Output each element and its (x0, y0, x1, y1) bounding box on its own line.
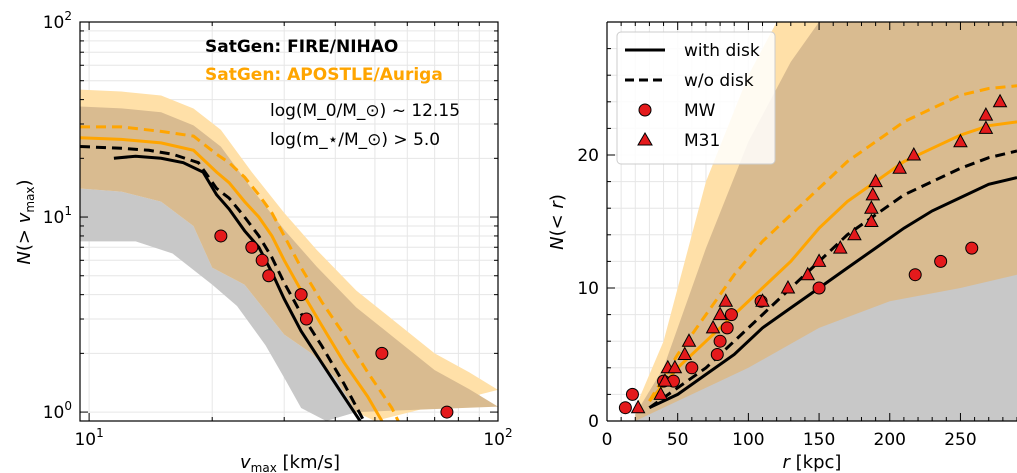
x-tick-label: 101 (74, 426, 103, 450)
band-overlap (80, 106, 498, 413)
mw-point (294, 288, 308, 302)
mw-point (618, 401, 632, 415)
line-apostle-auriga-with-disk (648, 120, 1017, 403)
mw-point (710, 348, 724, 361)
m31-point (681, 333, 697, 347)
x-tick-label: 102 (483, 426, 512, 450)
left-bands (80, 89, 498, 421)
mw-point (724, 308, 738, 322)
mw-point (299, 312, 313, 326)
x-tick-label: 150 (803, 430, 835, 450)
mw-point (440, 405, 454, 419)
m31-point (712, 306, 728, 321)
m31-point (832, 240, 848, 254)
x-tick-label: 0 (602, 430, 613, 450)
m31-point (800, 266, 816, 281)
band-fire-nihao (80, 188, 357, 421)
line-apostle-auriga-wo-disk (80, 125, 400, 421)
mw-point (214, 229, 228, 243)
left-axes-frame (79, 21, 499, 422)
left-ylabel: N(> vmax) (14, 179, 37, 264)
line-fire-nihao-wo-disk (648, 149, 1017, 409)
line-fire-nihao-with-disk (648, 176, 1017, 410)
x-tick-label: 50 (667, 430, 689, 450)
y-tick-label: 20 (577, 146, 599, 166)
annotation-stellar-mass: log(m_⋆/M_⊙) > 5.0 (270, 130, 440, 150)
m31-point (667, 359, 683, 374)
right-ticks: 0 50 100 150 200 250 0 10 20 (577, 21, 1017, 450)
x-tick-label: 250 (944, 430, 976, 450)
mw-point (720, 321, 734, 335)
m31-point (677, 346, 693, 360)
left-markers (214, 229, 454, 419)
y-tick-label: 10 (577, 279, 599, 299)
m31-point (953, 133, 968, 148)
right-ylabel: N(< r) (547, 194, 568, 250)
m31-point (657, 373, 673, 387)
annotation-fire: SatGen: FIRE/NIHAO (205, 37, 398, 57)
band-fire-nihao (635, 274, 1017, 421)
m31-point (906, 146, 922, 161)
m31-point (992, 93, 1008, 108)
m31-point (892, 160, 907, 174)
y-tick-label: 0 (588, 412, 599, 432)
legend-mw-label: MW (684, 101, 716, 121)
line-apostle-auriga-with-disk (80, 136, 384, 421)
m31-point (868, 173, 883, 188)
m31-point (780, 279, 796, 294)
mw-point (255, 253, 269, 267)
m31-point (630, 399, 646, 414)
right-panel: 0 50 100 150 200 250 0 10 20 with disk w/o disk … (547, 21, 1017, 473)
line-fire-nihao-with-disk (113, 154, 362, 421)
m31-point (978, 120, 994, 134)
mw-point (262, 269, 276, 283)
mw-point (965, 241, 979, 255)
mw-point (375, 346, 389, 360)
m31-point (865, 186, 881, 201)
legend-box (616, 31, 776, 165)
m31-point (847, 226, 862, 241)
m31-point (978, 107, 994, 121)
annotation-apostle: SatGen: APOSTLE/Auriga (205, 65, 443, 85)
legend: with disk w/o disk MW M31 (616, 31, 776, 165)
m31-point (653, 386, 669, 400)
legend-wo-disk-label: w/o disk (684, 71, 754, 91)
right-lines (648, 84, 1017, 410)
line-apostle-auriga-wo-disk (648, 84, 1017, 402)
m31-point (705, 319, 721, 334)
m31-point (755, 293, 770, 307)
x-tick-label: 100 (732, 430, 764, 450)
m31-point (718, 293, 734, 307)
mw-point (713, 334, 727, 348)
m31-point (864, 200, 879, 214)
right-xlabel: r [kpc] (783, 452, 842, 473)
left-xlabel: vmax [km/s] (240, 452, 340, 473)
mw-point (812, 281, 826, 295)
legend-with-disk-label: with disk (684, 41, 760, 61)
legend-mw-marker (638, 103, 652, 117)
m31-point (811, 253, 827, 267)
right-markers (618, 93, 1008, 415)
mw-point (245, 240, 259, 254)
x-tick-label: 200 (874, 430, 906, 450)
y-tick-label: 100 (43, 399, 72, 423)
legend-m31-marker (637, 132, 653, 146)
y-tick-label: 101 (43, 204, 72, 228)
mw-point (908, 268, 922, 282)
y-tick-label: 102 (43, 9, 72, 33)
mw-point (934, 254, 948, 268)
m31-point (864, 213, 879, 227)
mw-point (685, 361, 699, 375)
legend-m31-label: M31 (684, 131, 720, 151)
mw-point (625, 387, 639, 401)
left-lines (80, 125, 400, 421)
line-fire-nihao-wo-disk (80, 145, 366, 421)
annotation-halo-mass: log(M_0/M_⊙) ~ 12.15 (270, 101, 460, 121)
